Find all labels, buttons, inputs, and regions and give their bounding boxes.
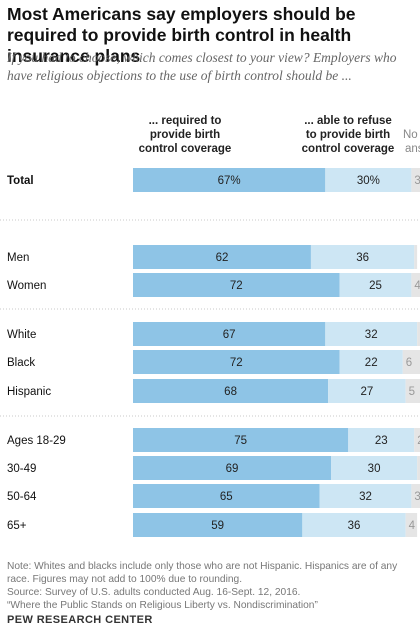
- bar-segment-required: [133, 322, 326, 346]
- bar-segment-no_answer: [411, 484, 420, 508]
- bar-segment-refuse: [331, 456, 418, 480]
- notes-section: Note: Whites and blacks include only tho…: [7, 560, 417, 612]
- bar-segment-required: [133, 273, 340, 297]
- value-label-no_answer: 2: [417, 435, 420, 447]
- category-label: Ages 18-29: [7, 435, 66, 447]
- bar-row-7: 30-4969302: [7, 456, 420, 480]
- bar-segment-required: [133, 168, 326, 192]
- value-label-no_answer: 6: [406, 357, 412, 369]
- source-organization: PEW RESEARCH CENTER: [7, 614, 153, 626]
- value-label-required: 67%: [218, 175, 241, 187]
- category-label: 30-49: [7, 463, 36, 475]
- value-label-refuse: 27: [361, 386, 374, 398]
- value-label-required: 72: [230, 357, 243, 369]
- header-required-line-2: control coverage: [139, 143, 232, 155]
- value-label-refuse: 30: [368, 463, 381, 475]
- category-label: Women: [7, 280, 46, 292]
- bar-segment-required: [133, 484, 320, 508]
- header-no-answer-line-0: No: [403, 129, 418, 141]
- value-label-refuse: 36: [356, 252, 369, 264]
- value-label-required: 65: [220, 491, 233, 503]
- value-label-refuse: 22: [365, 357, 378, 369]
- bar-segment-required: [133, 379, 329, 403]
- bar-segment-refuse: [339, 350, 403, 374]
- bar-row-1: Men 62 36: [7, 245, 418, 269]
- header-refuse-line-0: ... able to refuse: [304, 115, 392, 127]
- chart-subtitle: If you had to choose, which comes closes…: [7, 50, 397, 83]
- category-label: Hispanic: [7, 386, 51, 398]
- value-label-required: 72: [230, 280, 243, 292]
- bar-segment-no_answer: [405, 379, 420, 403]
- bar-segment-refuse: [328, 379, 406, 403]
- column-headers: ... required to provide birth control cove…: [139, 115, 420, 155]
- category-label: Total: [7, 175, 34, 187]
- bar-segment-no_answer: [411, 168, 420, 192]
- bar-segment-refuse: [310, 245, 415, 269]
- value-label-no_answer: 4: [414, 280, 420, 292]
- value-label-no_answer: 5: [409, 386, 415, 398]
- category-label: 65+: [7, 520, 27, 532]
- header-required-line-1: provide birth: [150, 129, 220, 141]
- category-label: White: [7, 329, 36, 341]
- bar-segment-no_answer: [402, 350, 420, 374]
- bar-rows: Total67%30%3%Men6236Women72254White6732B…: [7, 168, 420, 537]
- header-refuse-line-1: to provide birth: [306, 129, 390, 141]
- bar-segment-no_answer: [417, 322, 420, 346]
- value-label-no_answer: 3: [414, 491, 420, 503]
- value-label-refuse: 30%: [357, 175, 380, 187]
- header-required-line-0: ... required to: [149, 115, 222, 127]
- bar-row-5: Hispanic 68 27 5: [7, 379, 420, 403]
- bar-segment-refuse: [325, 168, 412, 192]
- bar-segment-no_answer: [414, 428, 420, 452]
- bar-row-3: White 67 32: [7, 322, 420, 346]
- bar-segment-refuse: [339, 273, 412, 297]
- header-no-answer-line-1: answer: [405, 143, 420, 155]
- bar-row-6: Ages 18-29 75 23 2: [7, 428, 420, 452]
- bar-row-8: 50-64 65 32 3: [7, 484, 420, 508]
- value-label-required: 62: [216, 252, 229, 264]
- bar-row-4: Black 72 22 6: [7, 350, 420, 374]
- category-label: Black: [7, 357, 35, 369]
- value-label-refuse: 32: [359, 491, 372, 503]
- bar-row-0: Total 67% 30% 3%: [7, 168, 420, 192]
- bar-segment-required: [133, 428, 349, 452]
- value-label-no_answer: 4: [409, 520, 416, 532]
- bar-segment-required: [133, 245, 311, 269]
- bar-segment-required: [133, 350, 340, 374]
- category-label: Men: [7, 252, 29, 264]
- bar-segment-no_answer: [414, 245, 418, 269]
- value-label-no_answer: 3%: [414, 175, 420, 187]
- bar-segment-refuse: [325, 322, 418, 346]
- value-label-required: 67: [223, 329, 236, 341]
- bar-segment-no_answer: [405, 513, 418, 537]
- bar-row-9: 65+ 59 36 4: [7, 513, 418, 537]
- bar-segment-refuse: [302, 513, 406, 537]
- bar-segment-required: [133, 456, 332, 480]
- source-text: Source: Survey of U.S. adults conducted …: [7, 587, 301, 598]
- note-text: Note: Whites and blacks include only tho…: [7, 561, 398, 585]
- value-label-refuse: 32: [365, 329, 378, 341]
- stacked-bar-chart: ... required to provide birth control cove…: [0, 115, 420, 537]
- group-dividers: [0, 219, 420, 417]
- report-title-text: “Where the Public Stands on Religious Li…: [7, 600, 318, 611]
- value-label-refuse: 36: [348, 520, 361, 532]
- category-label: 50-64: [7, 491, 37, 503]
- value-label-required: 68: [224, 386, 237, 398]
- value-label-required: 59: [211, 520, 224, 532]
- value-label-refuse: 25: [369, 280, 382, 292]
- value-label-refuse: 23: [375, 435, 388, 447]
- bar-segment-refuse: [348, 428, 415, 452]
- bar-row-2: Women 72 25 4: [7, 273, 420, 297]
- header-refuse-line-2: control coverage: [302, 143, 395, 155]
- chart-title: Most Americans say employers should be r…: [7, 4, 356, 66]
- bar-segment-no_answer: [417, 456, 420, 480]
- bar-segment-required: [133, 513, 303, 537]
- value-label-required: 75: [234, 435, 247, 447]
- value-label-required: 69: [226, 463, 239, 475]
- bar-segment-refuse: [319, 484, 412, 508]
- bar-segment-no_answer: [411, 273, 420, 297]
